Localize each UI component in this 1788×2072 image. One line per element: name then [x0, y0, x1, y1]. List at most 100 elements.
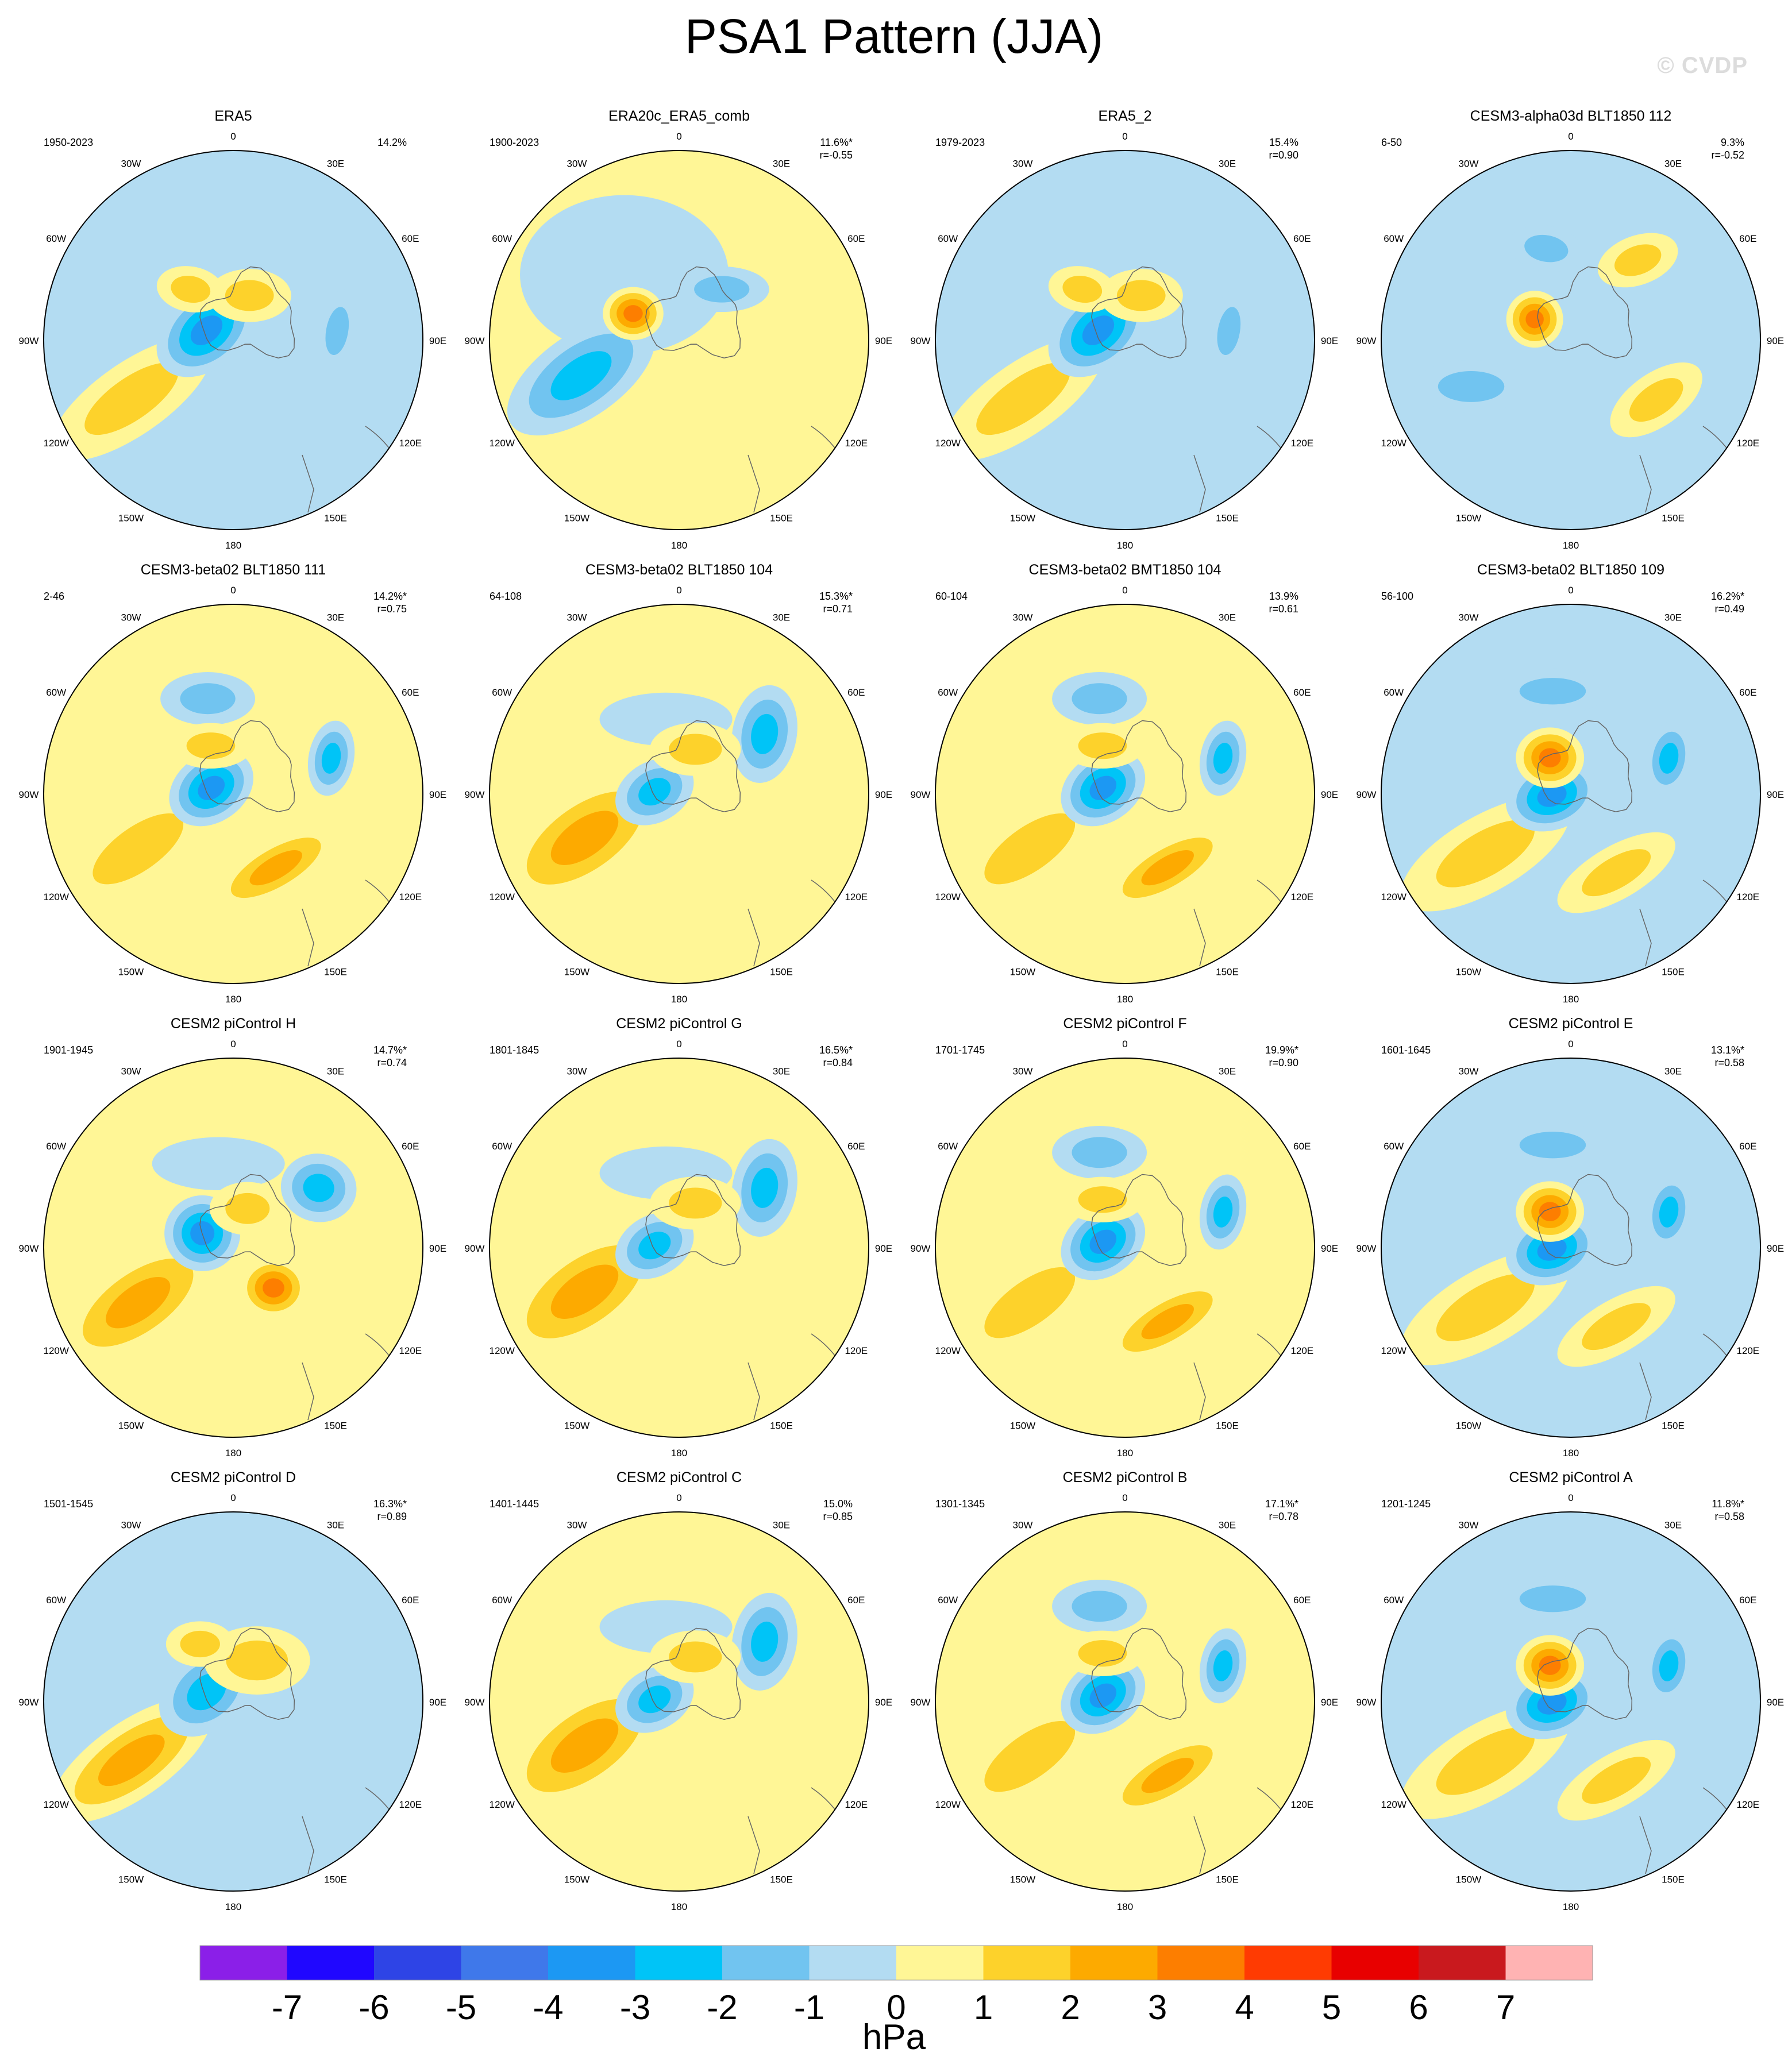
positive-anomaly — [1516, 1635, 1585, 1696]
longitude-label: 150E — [1662, 966, 1685, 977]
longitude-label: 90W — [1357, 1697, 1377, 1708]
positive-anomaly — [1557, 1286, 1675, 1367]
coastline — [1091, 1627, 1187, 1720]
longitude-label: 60E — [1739, 1141, 1756, 1152]
longitude-label: 120W — [935, 892, 960, 902]
coastline — [1193, 908, 1206, 967]
negative-anomaly — [1199, 720, 1247, 796]
anomaly-field — [935, 1512, 1315, 1891]
panel-variance: 13.9% — [1269, 591, 1298, 602]
coastline — [199, 1627, 295, 1720]
longitude-label: 60W — [492, 233, 512, 244]
panel-title: CESM2 piControl E — [1509, 1016, 1633, 1032]
longitude-label: 90W — [19, 335, 39, 346]
negative-anomaly — [1061, 750, 1146, 827]
longitude-label: 180 — [225, 1901, 241, 1912]
map-outline — [43, 1058, 423, 1438]
longitude-label: 180 — [1563, 1448, 1579, 1458]
panel-title: CESM2 piControl A — [1509, 1469, 1633, 1485]
longitude-label: 150E — [770, 512, 793, 523]
colorbar-swatch — [896, 1946, 984, 1980]
longitude-label: 30W — [1013, 1520, 1033, 1531]
longitude-label: 90E — [429, 335, 446, 346]
negative-anomaly — [507, 316, 656, 435]
longitude-label: 0 — [230, 585, 236, 596]
longitude-label: 120W — [1381, 1345, 1406, 1356]
coastline — [747, 1362, 760, 1421]
negative-anomaly — [615, 758, 694, 825]
negative-anomaly — [1645, 1174, 1693, 1250]
panel-pattern-correlation: r=0.84 — [823, 1057, 853, 1068]
longitude-label: 60E — [847, 233, 865, 244]
positive-anomaly — [1597, 233, 1678, 288]
panel-years: 1979-2023 — [935, 137, 985, 148]
panel-variance: 11.8%* — [1712, 1498, 1744, 1510]
colorbar-swatch — [722, 1946, 810, 1980]
map-panel: ERA5_2 1979-2023 15.4%r=0.90 0 30E 60E 90E 120E… — [911, 108, 1339, 551]
longitude-label: 30E — [1664, 1066, 1682, 1077]
longitude-label: 120W — [43, 892, 68, 902]
longitude-label: 120W — [489, 892, 514, 902]
panel-years: 64-108 — [490, 591, 522, 602]
negative-anomaly — [307, 720, 355, 796]
longitude-label: 60W — [492, 1141, 512, 1152]
longitude-label: 150W — [1456, 1420, 1481, 1431]
longitude-label: 30W — [1013, 159, 1033, 169]
panel-variance: 14.2% — [377, 137, 407, 148]
longitude-label: 90W — [911, 1697, 931, 1708]
panel-variance: 14.2%* — [373, 591, 407, 602]
longitude-label: 150E — [770, 966, 793, 977]
longitude-label: 60W — [938, 233, 958, 244]
longitude-label: 90W — [1357, 335, 1377, 346]
map-outline — [43, 150, 423, 530]
longitude-label: 30E — [327, 1520, 344, 1531]
negative-anomaly — [1199, 1174, 1247, 1250]
positive-anomaly — [603, 287, 664, 340]
positive-anomaly — [1104, 1733, 1232, 1818]
longitude-label: 180 — [225, 994, 241, 1005]
longitude-label: 150E — [324, 1874, 347, 1885]
longitude-label: 120E — [1290, 892, 1313, 902]
panel-pattern-correlation: r=0.90 — [1269, 149, 1298, 161]
longitude-label: 90W — [911, 335, 931, 346]
panel-pattern-correlation: r=0.58 — [1714, 1511, 1744, 1522]
panel-pattern-correlation: r=0.78 — [1269, 1511, 1298, 1522]
longitude-label: 150E — [324, 966, 347, 977]
map-panel: CESM2 piControl G 1801-1845 16.5%*r=0.84 0 3… — [465, 1016, 893, 1458]
longitude-label: 30E — [773, 1066, 790, 1077]
positive-anomaly — [952, 788, 1108, 910]
positive-anomaly — [1610, 362, 1702, 438]
longitude-label: 0 — [1122, 585, 1127, 596]
longitude-label: 120W — [43, 438, 68, 449]
coastline — [199, 1174, 295, 1266]
longitude-label: 60E — [1739, 233, 1756, 244]
longitude-label: 0 — [1568, 131, 1573, 142]
longitude-label: 90W — [19, 1243, 39, 1254]
colorbar-swatch — [1419, 1946, 1506, 1980]
longitude-label: 120E — [399, 1799, 422, 1810]
longitude-label: 150E — [1662, 512, 1685, 523]
longitude-label: 90E — [875, 789, 892, 800]
longitude-label: 180 — [1117, 994, 1133, 1005]
panel-variance: 19.9%* — [1265, 1044, 1298, 1056]
longitude-label: 30W — [121, 1066, 141, 1077]
panel-variance: 14.7%* — [373, 1044, 407, 1056]
panel-variance: 13.1%* — [1711, 1044, 1744, 1056]
negative-anomaly — [731, 685, 797, 783]
map-outline — [43, 604, 423, 984]
page-title: PSA1 Pattern (JJA) — [684, 9, 1104, 63]
positive-anomaly — [650, 1176, 741, 1230]
panel-years: 1501-1545 — [44, 1498, 93, 1510]
negative-anomaly — [1496, 1576, 1610, 1622]
longitude-label: 120E — [399, 892, 422, 902]
longitude-label: 30W — [1459, 1520, 1479, 1531]
panel-variance: 16.3%* — [373, 1498, 407, 1510]
longitude-label: 60E — [1293, 1595, 1311, 1606]
panel-title: CESM2 piControl F — [1063, 1016, 1186, 1032]
colorbar-swatch — [1505, 1946, 1593, 1980]
colorbar-swatch — [983, 1946, 1071, 1980]
longitude-label: 90E — [1767, 789, 1784, 800]
coastline — [1639, 1816, 1652, 1874]
map-outline — [489, 1511, 869, 1892]
panel-years: 1701-1745 — [935, 1044, 985, 1056]
